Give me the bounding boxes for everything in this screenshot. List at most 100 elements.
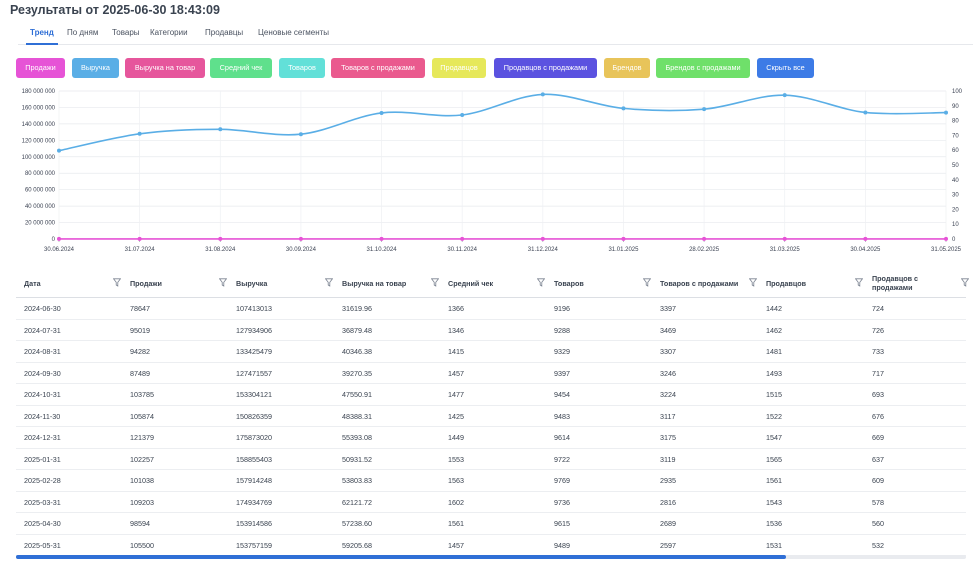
data-point: [540, 236, 545, 241]
table-cell: 2597: [660, 540, 676, 550]
table-cell: 3307: [660, 347, 676, 356]
data-point: [944, 236, 948, 241]
table-cell: 153757159: [236, 540, 272, 550]
tab-4[interactable]: Категории: [150, 28, 188, 37]
table-row[interactable]: 2024-11-30 105874 150826359 48388.31 1425 948…: [16, 406, 966, 427]
table-cell: 676: [872, 411, 884, 421]
filter-icon[interactable]: [854, 278, 864, 287]
table-cell: 121379: [130, 433, 154, 442]
table-cell: 1561: [448, 519, 464, 528]
table-cell: 103785: [130, 390, 154, 399]
y-tick-label-right: 60: [952, 148, 959, 154]
series-toggle-button[interactable]: Средний чек: [210, 58, 272, 78]
filter-icon[interactable]: [536, 278, 546, 287]
filter-icon[interactable]: [218, 278, 228, 287]
table-cell: 3224: [660, 390, 676, 399]
series-toggle-button[interactable]: Брендов с продажами: [656, 58, 750, 78]
table-cell: 2025-05-31: [24, 540, 61, 550]
table-cell: 1543: [766, 497, 782, 507]
table-cell: 2816: [660, 497, 676, 507]
x-tick-label: 31.03.2025: [770, 247, 801, 253]
column-header[interactable]: Продавцов с продажами: [872, 274, 919, 292]
y-tick-label-left: 160 000 000: [22, 105, 56, 111]
table-row[interactable]: 2025-03-31 109203 174934769 62121.72 1602 973…: [16, 492, 966, 513]
series-toggle-button[interactable]: Брендов: [604, 58, 650, 78]
filter-icon[interactable]: [748, 278, 758, 287]
column-header[interactable]: Товаров: [554, 278, 584, 288]
y-tick-label-right: 70: [952, 133, 959, 139]
data-point: [137, 131, 142, 136]
table-row[interactable]: 2025-02-28 101038 157914248 53803.83 1563 976…: [16, 470, 966, 492]
table-cell: 9288: [554, 325, 570, 335]
filter-icon[interactable]: [642, 278, 652, 287]
trend-chart: 0 20 000 000 40 000 000 60 000 000 80 000 00…: [22, 89, 963, 253]
x-tick-label: 31.12.2024: [528, 247, 559, 253]
series-line-1: [58, 93, 947, 152]
tab-2[interactable]: По дням: [67, 28, 99, 37]
table-cell: 9615: [554, 519, 570, 528]
y-tick-label-left: 140 000 000: [22, 122, 56, 128]
table-row[interactable]: 2025-01-31 102257 158855403 50931.52 1553 972…: [16, 449, 966, 470]
data-point: [782, 93, 787, 98]
table-cell: 9736: [554, 497, 570, 507]
tab-1[interactable]: Тренд: [30, 28, 54, 37]
scrollbar-thumb[interactable]: [16, 555, 786, 559]
table-row[interactable]: 2024-07-31 95019 127934906 36879.48 1346 9288…: [16, 320, 966, 341]
tab-6[interactable]: Ценовые сегменты: [258, 28, 330, 37]
table-cell: 3469: [660, 325, 676, 335]
series-toggle-button[interactable]: Выручка: [72, 58, 119, 78]
series-toggle-button[interactable]: Продавцов с продажами: [494, 58, 597, 78]
tab-bar: Тренд По дням Товары Категории Продавцы Ценов…: [18, 25, 973, 45]
data-point: [702, 236, 707, 241]
table-row[interactable]: 2025-05-31 105500 153757159 59205.68 1457 948…: [16, 535, 966, 556]
table-cell: 9483: [554, 411, 570, 421]
data-point: [379, 110, 384, 115]
table-cell: 2025-04-30: [24, 519, 61, 528]
table-cell: 1442: [766, 304, 782, 313]
table-cell: 560: [872, 519, 884, 528]
table-row[interactable]: 2025-04-30 98594 153914586 57238.60 1561 9615…: [16, 513, 966, 535]
hide-all-button[interactable]: Скрыть все: [757, 58, 814, 78]
table-row[interactable]: 2024-08-31 94282 133425479 40346.38 1415 9329…: [16, 341, 966, 363]
table-cell: 693: [872, 390, 884, 399]
table-cell: 724: [872, 304, 884, 313]
column-header[interactable]: Продавцов: [766, 278, 807, 288]
y-tick-label-left: 40 000 000: [25, 204, 56, 210]
filter-icon[interactable]: [960, 278, 970, 287]
y-tick-label-left: 80 000 000: [25, 171, 56, 177]
column-header[interactable]: Товаров с продажами: [660, 278, 739, 288]
table-row[interactable]: 2024-10-31 103785 153304121 47550.91 1477 945…: [16, 384, 966, 406]
column-header[interactable]: Выручка на товар: [342, 278, 407, 288]
horizontal-scrollbar[interactable]: [16, 555, 966, 559]
series-toggle-button[interactable]: Товаров с продажами: [331, 58, 425, 78]
column-header[interactable]: Средний чек: [448, 278, 494, 288]
tab-5[interactable]: Продавцы: [205, 28, 244, 37]
x-tick-label: 30.06.2024: [44, 247, 75, 253]
table-cell: 158855403: [236, 454, 272, 464]
table-cell: 637: [872, 454, 884, 464]
table-row[interactable]: 2024-12-31 121379 175873020 55393.08 1449 961…: [16, 427, 966, 449]
x-tick-label: 30.11.2024: [447, 247, 477, 253]
data-point: [540, 92, 545, 97]
series-toggle-button[interactable]: Выручка на товар: [125, 58, 205, 78]
table-row[interactable]: 2024-09-30 87489 127471557 39270.35 1457 9397…: [16, 363, 966, 384]
series-toggle-button[interactable]: Товаров: [279, 58, 325, 78]
data-point: [621, 236, 626, 241]
filter-icon[interactable]: [324, 278, 334, 287]
table-cell: 3175: [660, 433, 676, 442]
table-row[interactable]: 2024-06-30 78647 107413013 31619.96 1366 9196…: [16, 298, 966, 320]
table-cell: 3117: [660, 411, 676, 421]
filter-icon[interactable]: [112, 278, 122, 287]
column-header[interactable]: Выручка: [236, 278, 268, 288]
column-header[interactable]: Продажи: [130, 278, 162, 288]
column-header[interactable]: Дата: [24, 278, 41, 288]
series-toggle-button[interactable]: Продажи: [16, 58, 65, 78]
table-cell: 175873020: [236, 433, 272, 442]
filter-icon[interactable]: [430, 278, 440, 287]
tab-3[interactable]: Товары: [112, 28, 140, 37]
table-cell: 62121.72: [342, 497, 372, 507]
series-toggle-button[interactable]: Продавцов: [432, 58, 486, 78]
table-cell: 1346: [448, 325, 464, 335]
table-cell: 717: [872, 368, 884, 378]
table-cell: 1457: [448, 368, 464, 378]
